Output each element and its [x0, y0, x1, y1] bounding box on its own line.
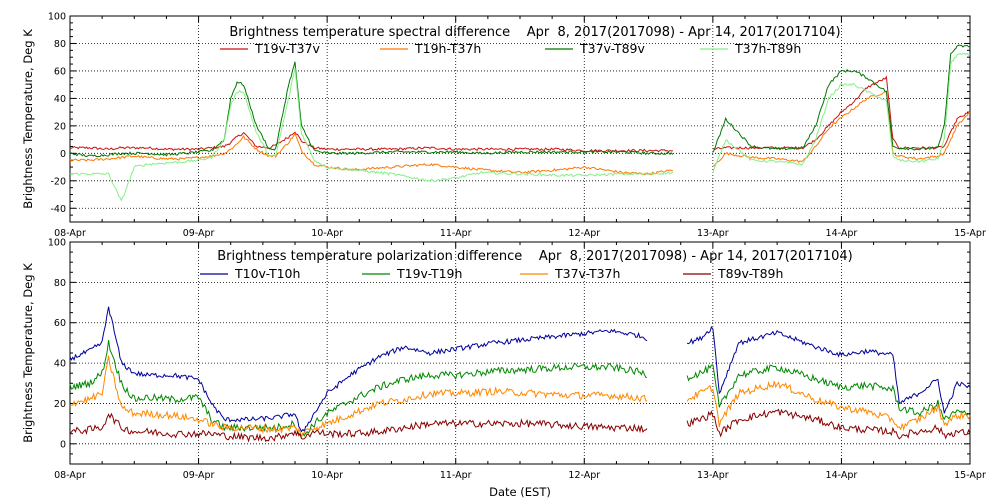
legend-label: T19h-T37h	[414, 41, 481, 56]
y-tick-label: 80	[54, 278, 66, 289]
y-tick-label: 40	[54, 359, 66, 370]
chart-title: Brightness temperature polarization diff…	[217, 249, 853, 264]
series-line-t37v-t89v	[69, 61, 674, 158]
x-axis-label: Date (EST)	[489, 485, 551, 499]
plot-frame	[69, 241, 971, 465]
legend-label: T19v-T37v	[254, 41, 321, 56]
legend-label: T37v-T89v	[579, 41, 646, 56]
y-tick-label: 60	[54, 318, 66, 329]
x-tick-label: 15-Apr	[954, 470, 986, 481]
x-tick-label: 09-Apr	[183, 228, 215, 239]
series-line-t19v-t19h	[69, 340, 648, 439]
legend-label: T37h-T89h	[734, 41, 801, 56]
legend-label: T10v-T10h	[234, 266, 300, 281]
series-line-t10v-t10h	[687, 325, 971, 414]
y-tick-label: 40	[54, 94, 66, 105]
y-tick-label: -40	[50, 204, 66, 215]
series-line-t19h-t37h	[712, 90, 971, 167]
x-tick-label: 13-Apr	[697, 470, 729, 481]
x-tick-label: 14-Apr	[826, 470, 858, 481]
series-line-t89v-t89h	[69, 412, 648, 443]
series-line-t89v-t89h	[686, 408, 971, 440]
y-tick-label: 100	[48, 12, 66, 23]
y-axis-label: Brightness Temperature, Deg K	[21, 263, 35, 443]
x-tick-label: 11-Apr	[440, 228, 472, 239]
y-tick-label: 20	[54, 121, 66, 132]
legend-label: T37v-T37h	[554, 266, 620, 281]
series-line-t19v-t37v	[69, 131, 673, 153]
y-tick-label: 0	[60, 439, 66, 450]
series-line-t10v-t10h	[69, 306, 648, 433]
series-line-t37v-t89v	[712, 44, 971, 153]
spectral-difference-panel: -40 -20 0 20 40 60 80 100 08-Apr 09-Apr 10-Apr 11-A…	[21, 12, 986, 240]
x-tick-label: 12-Apr	[568, 228, 600, 239]
y-tick-label: 60	[54, 66, 66, 77]
x-tick-label: 12-Apr	[568, 470, 600, 481]
x-tick-label: 08-Apr	[54, 470, 86, 481]
series-line-t19h-t37h	[69, 132, 673, 176]
y-tick-label: 20	[54, 399, 66, 410]
y-tick-label: 80	[54, 39, 66, 50]
x-tick-label: 15-Apr	[954, 228, 986, 239]
y-tick-label: -20	[50, 176, 66, 187]
series-line-t37h-t89h	[712, 52, 971, 173]
legend-label: T89v-T89h	[717, 266, 783, 281]
y-axis-label: Brightness Temperature, Deg K	[21, 29, 35, 209]
y-tick-label: 100	[48, 238, 66, 249]
legend-label: T19v-T19h	[396, 266, 462, 281]
x-tick-label: 08-Apr	[54, 228, 86, 239]
y-tick-label: 0	[60, 149, 66, 160]
chart-title: Brightness temperature spectral differen…	[229, 25, 840, 40]
x-tick-label: 10-Apr	[311, 228, 343, 239]
x-tick-label: 10-Apr	[311, 470, 343, 481]
polarization-difference-panel: 0 20 40 60 80 100 08-Apr 09-Apr 10-Apr 11-Apr 12-A…	[21, 238, 986, 482]
series-line-t37v-t37h	[686, 380, 971, 432]
x-tick-label: 09-Apr	[183, 470, 215, 481]
series-line-t19v-t19h	[686, 364, 971, 421]
x-tick-label: 13-Apr	[697, 228, 729, 239]
x-tick-label: 14-Apr	[826, 228, 858, 239]
series-line-t37v-t37h	[69, 355, 648, 439]
x-tick-label: 11-Apr	[440, 470, 472, 481]
series-line-t37h-t89h	[69, 68, 674, 202]
